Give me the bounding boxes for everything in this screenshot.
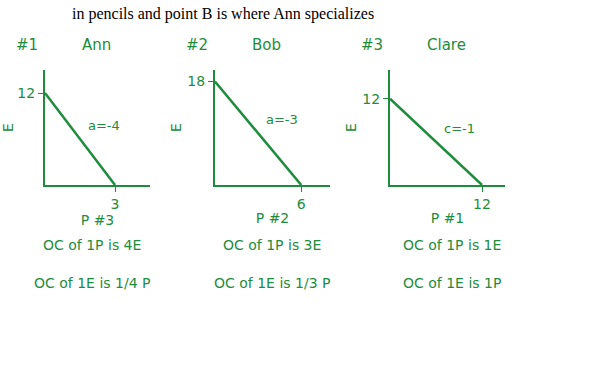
svg-text:12: 12 xyxy=(362,91,380,107)
svg-text:OC of 1P is 1E: OC of 1P is 1E xyxy=(403,237,501,253)
svg-text:Clare: Clare xyxy=(427,36,466,54)
svg-text:P #2: P #2 xyxy=(256,210,290,226)
svg-text:OC of 1E is 1/4 P: OC of 1E is 1/4 P xyxy=(34,275,150,291)
svg-text:#2: #2 xyxy=(186,36,208,54)
svg-text:6: 6 xyxy=(297,196,306,212)
svg-text:E: E xyxy=(168,123,184,132)
svg-text:E: E xyxy=(0,123,16,132)
svg-text:#3: #3 xyxy=(361,36,383,54)
svg-text:12: 12 xyxy=(17,85,35,101)
svg-text:#1: #1 xyxy=(16,36,38,54)
svg-text:OC of 1P is 3E: OC of 1P is 3E xyxy=(223,237,321,253)
svg-text:OC of 1P is 4E: OC of 1P is 4E xyxy=(43,237,141,253)
svg-text:Ann: Ann xyxy=(82,36,111,54)
svg-text:c=-1: c=-1 xyxy=(444,121,475,136)
svg-text:12: 12 xyxy=(473,196,491,212)
svg-text:OC of 1E is 1P: OC of 1E is 1P xyxy=(403,275,501,291)
svg-text:P #3: P #3 xyxy=(81,212,115,228)
svg-text:3: 3 xyxy=(111,196,120,212)
svg-text:P #1: P #1 xyxy=(431,210,465,226)
svg-text:E: E xyxy=(343,123,359,132)
svg-text:a=-3: a=-3 xyxy=(266,112,298,127)
svg-text:OC of 1E is 1/3 P: OC of 1E is 1/3 P xyxy=(214,275,330,291)
svg-text:a=-4: a=-4 xyxy=(88,118,120,133)
svg-text:in pencils and point B is wher: in pencils and point B is where Ann spec… xyxy=(72,5,374,23)
svg-text:18: 18 xyxy=(187,73,205,89)
svg-text:Bob: Bob xyxy=(252,36,281,54)
